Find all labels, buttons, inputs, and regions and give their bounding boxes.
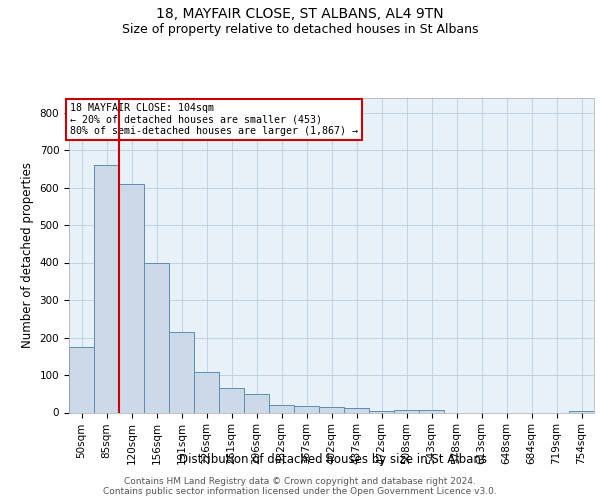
Text: 18, MAYFAIR CLOSE, ST ALBANS, AL4 9TN: 18, MAYFAIR CLOSE, ST ALBANS, AL4 9TN: [156, 8, 444, 22]
Bar: [269, 405, 294, 412]
Bar: [244, 394, 269, 412]
Bar: [219, 388, 244, 412]
Text: Size of property relative to detached houses in St Albans: Size of property relative to detached ho…: [122, 22, 478, 36]
Bar: [144, 262, 169, 412]
Text: Contains public sector information licensed under the Open Government Licence v3: Contains public sector information licen…: [103, 488, 497, 496]
Bar: [369, 410, 394, 412]
Bar: [419, 410, 444, 412]
Bar: [294, 406, 319, 412]
Text: Contains HM Land Registry data © Crown copyright and database right 2024.: Contains HM Land Registry data © Crown c…: [124, 478, 476, 486]
Bar: [319, 407, 344, 412]
Text: Distribution of detached houses by size in St Albans: Distribution of detached houses by size …: [179, 452, 487, 466]
Bar: [344, 408, 369, 412]
Bar: [94, 165, 119, 412]
Bar: [194, 372, 219, 412]
Bar: [394, 410, 419, 412]
Text: 18 MAYFAIR CLOSE: 104sqm
← 20% of detached houses are smaller (453)
80% of semi-: 18 MAYFAIR CLOSE: 104sqm ← 20% of detach…: [70, 103, 358, 136]
Bar: [169, 332, 194, 412]
Y-axis label: Number of detached properties: Number of detached properties: [21, 162, 34, 348]
Bar: [569, 410, 594, 412]
Bar: [69, 347, 94, 412]
Bar: [119, 184, 144, 412]
